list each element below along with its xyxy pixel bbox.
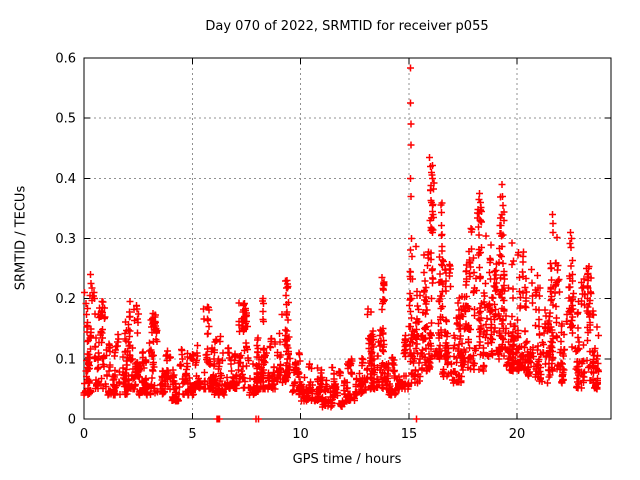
x-tick-label: 20 [509, 427, 526, 442]
y-tick-label: 0 [68, 413, 76, 428]
x-tick-label: 10 [292, 427, 309, 442]
x-axis-label: GPS time / hours [292, 452, 402, 467]
y-tick-label: 0.4 [55, 172, 76, 187]
x-tick-label: 0 [80, 427, 88, 442]
scatter-points [80, 64, 602, 423]
chart-title: Day 070 of 2022, SRMTID for receiver p05… [205, 19, 489, 34]
y-tick-label: 0.2 [55, 292, 76, 307]
y-tick-label: 0.6 [55, 52, 76, 67]
x-tick-label: 5 [188, 427, 196, 442]
y-tick-label: 0.5 [55, 112, 76, 127]
x-tick-label: 15 [401, 427, 418, 442]
y-tick-label: 0.3 [55, 232, 76, 247]
y-tick-label: 0.1 [55, 353, 76, 368]
